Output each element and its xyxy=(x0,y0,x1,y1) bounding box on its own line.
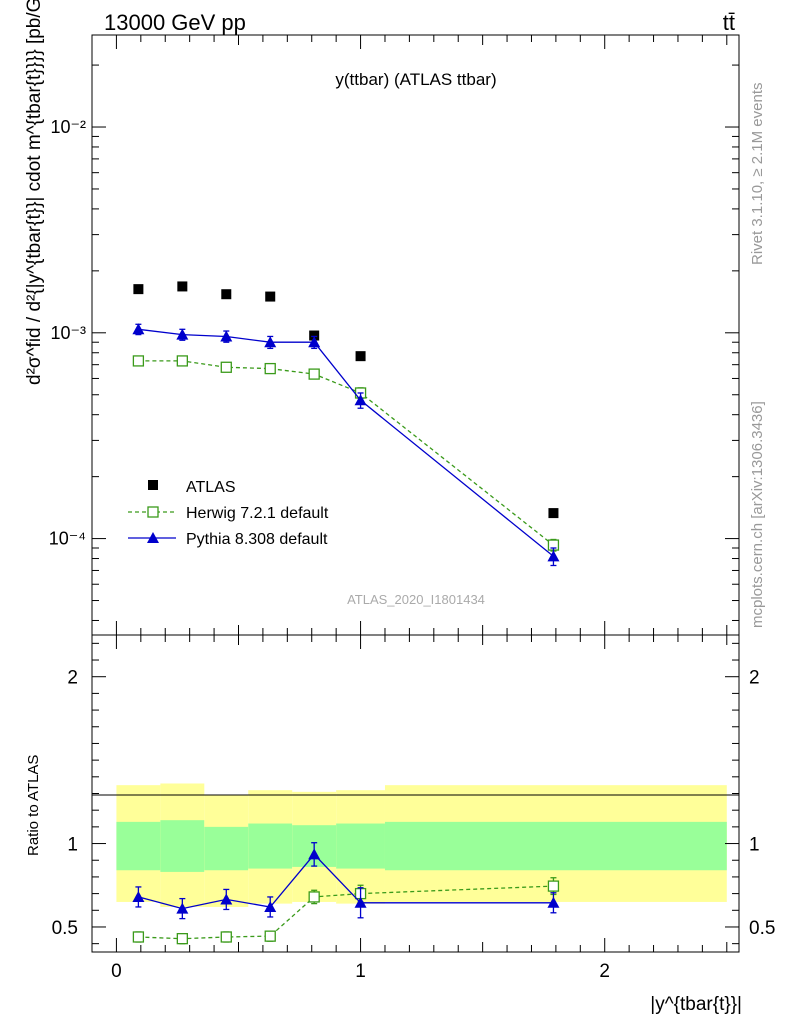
legend: ATLAS Herwig 7.2.1 default Pythia 8.308 … xyxy=(128,479,329,548)
y-tick-label: 10⁻² xyxy=(50,117,86,137)
x-tick-label: 1 xyxy=(355,961,366,982)
data-point xyxy=(309,330,320,341)
main-panel: 10⁻⁴ 10⁻³ 10⁻² y(ttbar) (ATLAS ttbar) ATLA… xyxy=(24,0,740,636)
x-tick-label: 0 xyxy=(111,961,122,982)
mcplots-label: mcplots.cern.ch [arXiv:1306.3436] xyxy=(749,401,766,628)
legend-pythia-marker xyxy=(147,532,159,543)
uncertainty-band-stat xyxy=(160,820,205,872)
x-tick-label: 2 xyxy=(599,961,610,982)
ratio-y-tick-label-right: 2 xyxy=(749,668,760,689)
data-point xyxy=(132,355,145,367)
data-point xyxy=(265,291,276,302)
data-point xyxy=(308,848,321,860)
data-point xyxy=(264,900,277,912)
ratio-y-tick-label-right: 0.5 xyxy=(749,918,775,939)
data-point xyxy=(133,284,144,295)
data-point xyxy=(132,890,145,902)
data-point xyxy=(264,362,276,375)
main-y-axis-label: d²σ^fid / d²{|y^{tbar{t}}| cdot m^{tbar{… xyxy=(24,0,45,385)
uncertainty-band-stat xyxy=(204,826,249,871)
data-point xyxy=(354,896,367,908)
ratio-y-tick-label: 2 xyxy=(67,668,78,689)
data-point xyxy=(176,902,189,914)
y-tick-label: 10⁻³ xyxy=(50,323,86,343)
header-energy-label: 13000 GeV pp xyxy=(104,10,246,35)
data-point xyxy=(547,896,560,908)
data-point xyxy=(308,336,321,348)
data-point xyxy=(132,323,145,335)
data-point xyxy=(548,508,559,519)
analysis-watermark: ATLAS_2020_I1801434 xyxy=(347,592,485,607)
data-point xyxy=(221,289,232,300)
data-point xyxy=(264,930,276,942)
ratio-y-tick-label: 0.5 xyxy=(52,918,78,939)
data-point xyxy=(547,880,560,892)
series-pythia xyxy=(132,842,560,920)
data-point xyxy=(176,933,188,945)
legend-herwig-label: Herwig 7.2.1 default xyxy=(186,505,329,522)
data-point xyxy=(220,330,233,342)
uncertainty-band-stat xyxy=(384,821,727,871)
uncertainty-band-stat xyxy=(336,823,385,869)
series-atlas xyxy=(133,281,559,519)
ratio-panel: 0.5 0.5 1 1 2 2 0 1 2 Ratio to ATLAS |y^{tbar{t}… xyxy=(25,634,775,1015)
data-point xyxy=(308,891,320,903)
data-point xyxy=(220,893,233,905)
data-point xyxy=(355,351,366,362)
data-point xyxy=(132,931,145,943)
x-axis-label: |y^{tbar{t}}| xyxy=(650,994,742,1015)
data-point xyxy=(547,550,560,562)
data-point xyxy=(176,355,188,367)
series-pythia xyxy=(132,323,560,567)
data-point xyxy=(354,394,367,406)
data-point xyxy=(220,931,232,943)
legend-pythia-label: Pythia 8.308 default xyxy=(186,531,328,548)
ratio-y-axis-label: Ratio to ATLAS xyxy=(25,755,42,856)
data-point xyxy=(177,281,188,292)
uncertainty-band-stat xyxy=(248,823,293,869)
y-tick-label: 10⁻⁴ xyxy=(49,529,86,549)
data-point xyxy=(220,361,232,373)
main-title: y(ttbar) (ATLAS ttbar) xyxy=(335,70,496,89)
rivet-version-label: Rivet 3.1.10, ≥ 2.1M events xyxy=(749,83,766,266)
data-point xyxy=(264,336,277,348)
data-point xyxy=(176,328,189,340)
legend-atlas-marker xyxy=(148,480,158,490)
header-process-label: tt̄ xyxy=(723,10,735,35)
legend-herwig-marker xyxy=(147,506,159,518)
data-point xyxy=(308,368,320,380)
ratio-y-tick-label: 1 xyxy=(67,835,78,856)
ratio-y-tick-label-right: 1 xyxy=(749,835,760,856)
series-line-pythia xyxy=(138,328,554,557)
uncertainty-band-stat xyxy=(116,821,161,871)
legend-atlas-label: ATLAS xyxy=(186,479,236,496)
